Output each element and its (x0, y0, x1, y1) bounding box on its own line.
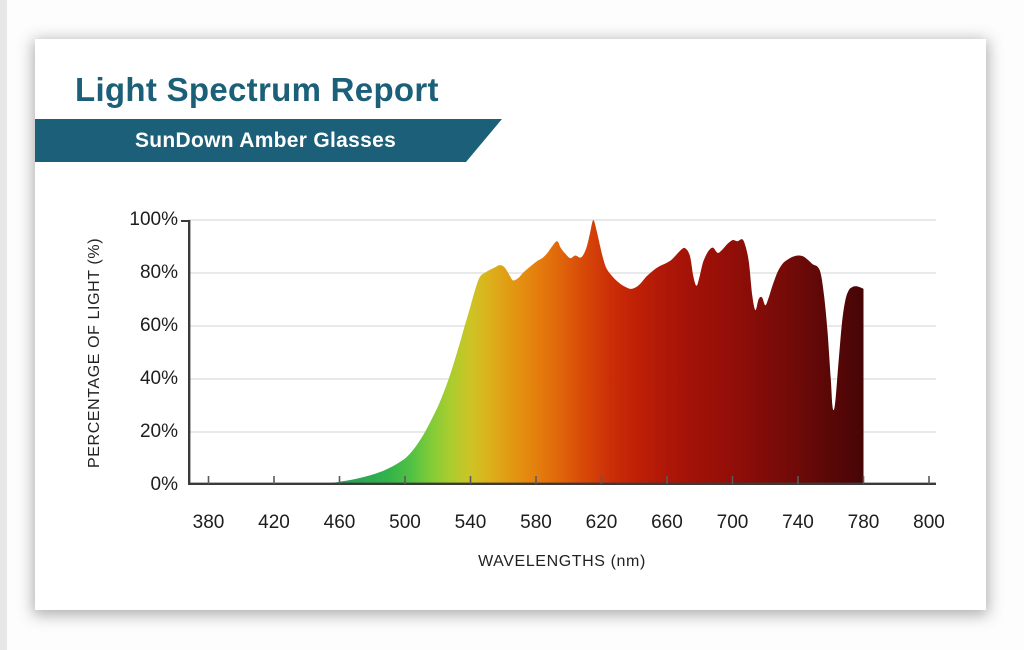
spectrum-area-plot (181, 219, 936, 485)
x-tick-label: 620 (585, 512, 618, 533)
y-tick-label: 100% (129, 209, 178, 230)
spectrum-area (306, 220, 864, 485)
x-tick-label: 700 (716, 512, 749, 533)
y-axis-title: PERCENTAGE OF LIGHT (%) (86, 237, 103, 468)
x-tick-label: 540 (454, 512, 487, 533)
x-tick-label: 380 (192, 512, 225, 533)
y-tick-label: 60% (139, 315, 178, 336)
x-axis-title: WAVELENGTHS (nm) (478, 553, 646, 570)
x-tick-label: 740 (782, 512, 814, 533)
report-card: Light Spectrum Report SunDown Amber Glas… (35, 39, 986, 610)
y-tick-label: 0% (150, 474, 178, 495)
page-title: Light Spectrum Report (75, 71, 439, 108)
spectrum-chart: PERCENTAGE OF LIGHT (%) 0% 20% 40% 60% 80% 10… (86, 209, 945, 570)
y-tick-label: 40% (139, 368, 178, 389)
product-banner-label: SunDown Amber Glasses (134, 128, 397, 152)
page-edge (0, 0, 7, 650)
x-tick-label: 500 (389, 512, 421, 533)
x-tick-label: 420 (258, 512, 290, 533)
x-tick-label: 800 (913, 512, 945, 533)
x-tick-label: 460 (323, 512, 356, 533)
x-tick-label: 780 (847, 512, 880, 533)
product-banner: SunDown Amber Glasses (35, 119, 502, 162)
y-tick-label: 20% (139, 421, 178, 442)
x-tick-label: 580 (520, 512, 552, 533)
x-tick-label: 660 (651, 512, 683, 533)
y-tick-label: 80% (139, 262, 178, 283)
